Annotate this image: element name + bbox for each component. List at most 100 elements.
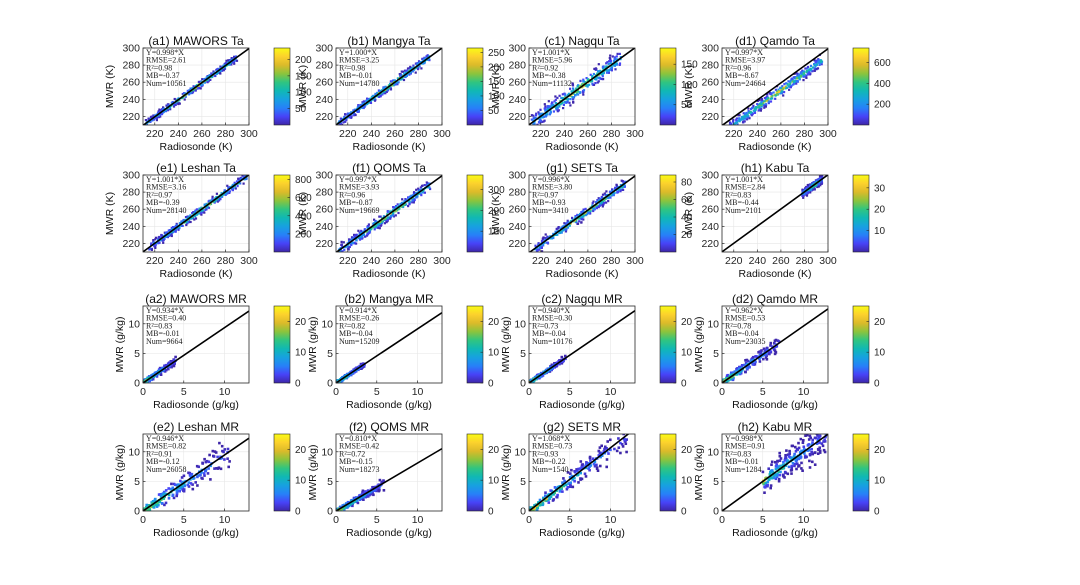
density-cell bbox=[350, 111, 353, 114]
density-cell bbox=[361, 491, 364, 494]
colorbar-tick-label: 150 bbox=[681, 60, 698, 71]
density-cell bbox=[429, 187, 432, 191]
density-cell bbox=[196, 484, 199, 487]
regression-line bbox=[336, 447, 442, 511]
density-cell bbox=[569, 98, 572, 101]
density-cell bbox=[227, 59, 230, 62]
density-cell bbox=[201, 208, 204, 211]
density-cell bbox=[774, 88, 777, 91]
density-cell bbox=[598, 202, 601, 205]
density-cell bbox=[780, 89, 783, 92]
density-cell bbox=[199, 87, 202, 90]
density-cell bbox=[623, 438, 626, 441]
density-cell bbox=[164, 232, 167, 235]
density-cell bbox=[182, 480, 185, 484]
density-cell bbox=[413, 191, 416, 194]
density-cell bbox=[782, 94, 785, 97]
density-cell bbox=[209, 478, 212, 481]
stat-line: RMSE=0.30 bbox=[532, 314, 572, 323]
density-cell bbox=[349, 238, 352, 241]
density-cell bbox=[356, 106, 359, 109]
density-cell bbox=[533, 122, 536, 125]
regression-line bbox=[529, 434, 630, 511]
density-cell bbox=[361, 234, 364, 237]
y-tick-label: 220 bbox=[122, 111, 140, 123]
stat-line: Y=0.998*X bbox=[146, 48, 184, 57]
y-tick-label: 0 bbox=[713, 378, 719, 390]
density-cell bbox=[192, 85, 195, 88]
density-cell bbox=[411, 194, 414, 197]
colorbar-tick-label: 20 bbox=[295, 445, 307, 456]
x-axis-label: Radiosonde (K) bbox=[739, 141, 812, 153]
density-cell bbox=[600, 77, 603, 81]
density-cell bbox=[544, 494, 547, 497]
density-cell bbox=[353, 108, 356, 111]
y-axis-label: MWR (K) bbox=[104, 192, 116, 235]
stat-line: MB=-0.04 bbox=[725, 329, 759, 338]
density-cell bbox=[532, 379, 536, 383]
density-cell bbox=[552, 493, 555, 496]
density-cell bbox=[582, 89, 586, 92]
density-cell bbox=[569, 104, 572, 107]
density-cell bbox=[382, 92, 385, 95]
density-cell bbox=[219, 69, 222, 73]
density-cell bbox=[788, 83, 791, 86]
x-tick-label: 240 bbox=[170, 128, 188, 140]
density-cell bbox=[736, 367, 739, 370]
density-cell bbox=[215, 467, 218, 470]
density-cell bbox=[197, 465, 200, 469]
density-cell bbox=[191, 487, 195, 491]
density-cell bbox=[774, 94, 777, 97]
density-cell bbox=[384, 92, 387, 95]
density-cell bbox=[805, 191, 808, 194]
density-cell bbox=[583, 213, 586, 216]
density-cell bbox=[377, 489, 381, 493]
y-tick-label: 260 bbox=[508, 204, 526, 216]
y-tick-label: 5 bbox=[327, 348, 333, 360]
density-cell bbox=[624, 180, 627, 183]
density-cell bbox=[385, 88, 388, 91]
density-cell bbox=[603, 447, 606, 451]
density-cell bbox=[806, 65, 810, 69]
density-cell bbox=[591, 457, 595, 460]
density-cell bbox=[207, 206, 211, 209]
density-cell bbox=[608, 60, 611, 63]
density-cell bbox=[577, 84, 580, 87]
panel-title: (h1) Kabu Ta bbox=[741, 161, 810, 175]
density-cell bbox=[374, 94, 377, 97]
density-cell bbox=[537, 121, 541, 124]
density-cell bbox=[393, 83, 396, 86]
density-cell bbox=[560, 485, 563, 489]
density-cell bbox=[358, 231, 361, 234]
stat-line: RMSE=2.61 bbox=[146, 56, 186, 65]
density-cell bbox=[420, 194, 423, 197]
density-cell bbox=[578, 217, 581, 220]
density-cell bbox=[582, 80, 585, 83]
density-cell bbox=[211, 449, 215, 453]
density-cell bbox=[577, 85, 580, 88]
density-cell bbox=[415, 196, 418, 199]
density-cell bbox=[382, 480, 386, 484]
density-cell bbox=[598, 451, 602, 454]
density-cell bbox=[595, 203, 598, 206]
x-tick-label: 240 bbox=[363, 128, 381, 140]
density-cell bbox=[818, 181, 821, 184]
density-cell bbox=[221, 194, 224, 197]
density-cell bbox=[776, 92, 779, 96]
panel-title: (b2) Mangya MR bbox=[344, 292, 434, 306]
stat-line: Y=0.810*X bbox=[339, 434, 377, 443]
density-cell bbox=[385, 90, 388, 93]
density-cell bbox=[568, 476, 572, 479]
density-cell bbox=[391, 79, 395, 82]
density-cell bbox=[740, 364, 744, 367]
density-cell bbox=[579, 212, 582, 216]
density-cell bbox=[601, 199, 605, 202]
density-cell bbox=[538, 114, 541, 117]
density-cell bbox=[600, 73, 603, 76]
density-cell bbox=[193, 218, 196, 221]
stat-line: Num=14780 bbox=[339, 79, 380, 88]
density-cell bbox=[605, 65, 608, 68]
colorbar-tick-label: 50 bbox=[488, 106, 500, 117]
density-cell bbox=[600, 452, 603, 455]
